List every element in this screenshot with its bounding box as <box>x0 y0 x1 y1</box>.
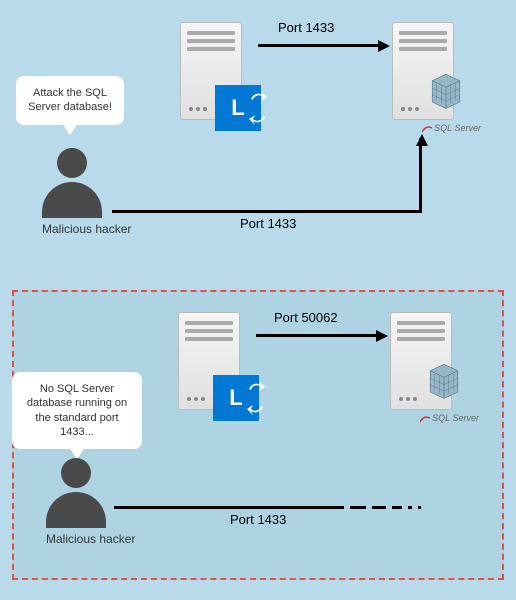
lync-sync-icon <box>249 91 267 125</box>
panel-standard-port: Attack the SQL Server database! Maliciou… <box>12 12 504 272</box>
server-leds-icon <box>399 397 417 401</box>
arrow-head-icon <box>376 330 388 342</box>
hacker-body-icon <box>46 492 106 528</box>
arrow-hacker-blocked <box>114 506 344 509</box>
lync-icon: L <box>213 375 259 421</box>
hacker-icon <box>42 148 102 218</box>
arrow-dashed-tail-icon <box>350 506 470 509</box>
port-label-bottom-1: Port 50062 <box>274 310 338 325</box>
hacker-head-icon <box>61 458 91 488</box>
server-slot-icon <box>187 39 235 43</box>
lync-sync-icon <box>247 381 265 415</box>
hacker-label-top: Malicious hacker <box>42 222 131 236</box>
server-slot-icon <box>185 337 233 341</box>
hacker-icon <box>46 458 106 528</box>
arrow-hacker-sql-h-top <box>112 210 422 213</box>
sql-server-text: SQL Server <box>434 123 481 133</box>
speech-bubble-top: Attack the SQL Server database! <box>16 76 124 125</box>
hacker-head-icon <box>57 148 87 178</box>
speech-text-top: Attack the SQL Server database! <box>28 87 112 113</box>
speech-text-bottom: No SQL Server database running on the st… <box>27 383 127 438</box>
hacker-top: Malicious hacker <box>42 148 131 236</box>
arrow-head-icon <box>378 40 390 52</box>
server-slot-icon <box>397 321 445 325</box>
sql-database-icon <box>423 67 469 113</box>
server-leds-icon <box>189 107 207 111</box>
port-label-top-2: Port 1433 <box>240 216 296 231</box>
sql-server-bottom: SQL Server <box>390 312 452 410</box>
arrow-hacker-sql-v-top <box>419 138 422 213</box>
speech-bubble-bottom: No SQL Server database running on the st… <box>12 372 142 449</box>
sql-server-label: SQL Server <box>420 413 479 423</box>
port-label-bottom-2: Port 1433 <box>230 512 286 527</box>
lync-icon: L <box>215 85 261 131</box>
server-slot-icon <box>399 31 447 35</box>
server-slot-icon <box>399 47 447 51</box>
sql-database-icon <box>421 357 467 403</box>
lync-letter: L <box>229 385 242 411</box>
sql-server-top: SQL Server <box>392 22 454 120</box>
server-slot-icon <box>187 31 235 35</box>
server-slot-icon <box>187 47 235 51</box>
lync-letter: L <box>231 95 244 121</box>
sql-server-text: SQL Server <box>432 413 479 423</box>
hacker-bottom: Malicious hacker <box>46 458 135 546</box>
server-slot-icon <box>397 329 445 333</box>
sql-server-label: SQL Server <box>422 123 481 133</box>
panel-nonstandard-port: No SQL Server database running on the st… <box>12 290 504 580</box>
lync-server-bottom: L <box>178 312 240 410</box>
server-leds-icon <box>401 107 419 111</box>
sql-swoosh-icon <box>422 125 432 133</box>
server-leds-icon <box>187 397 205 401</box>
server-slot-icon <box>185 329 233 333</box>
lync-server-top: L <box>180 22 242 120</box>
arrow-lync-sql-bottom <box>256 334 378 337</box>
arrow-lync-sql-top <box>258 44 380 47</box>
server-slot-icon <box>399 39 447 43</box>
server-slot-icon <box>397 337 445 341</box>
arrow-head-icon <box>416 134 428 146</box>
port-label-top-1: Port 1433 <box>278 20 334 35</box>
hacker-body-icon <box>42 182 102 218</box>
hacker-label-bottom: Malicious hacker <box>46 532 135 546</box>
sql-swoosh-icon <box>420 415 430 423</box>
server-slot-icon <box>185 321 233 325</box>
